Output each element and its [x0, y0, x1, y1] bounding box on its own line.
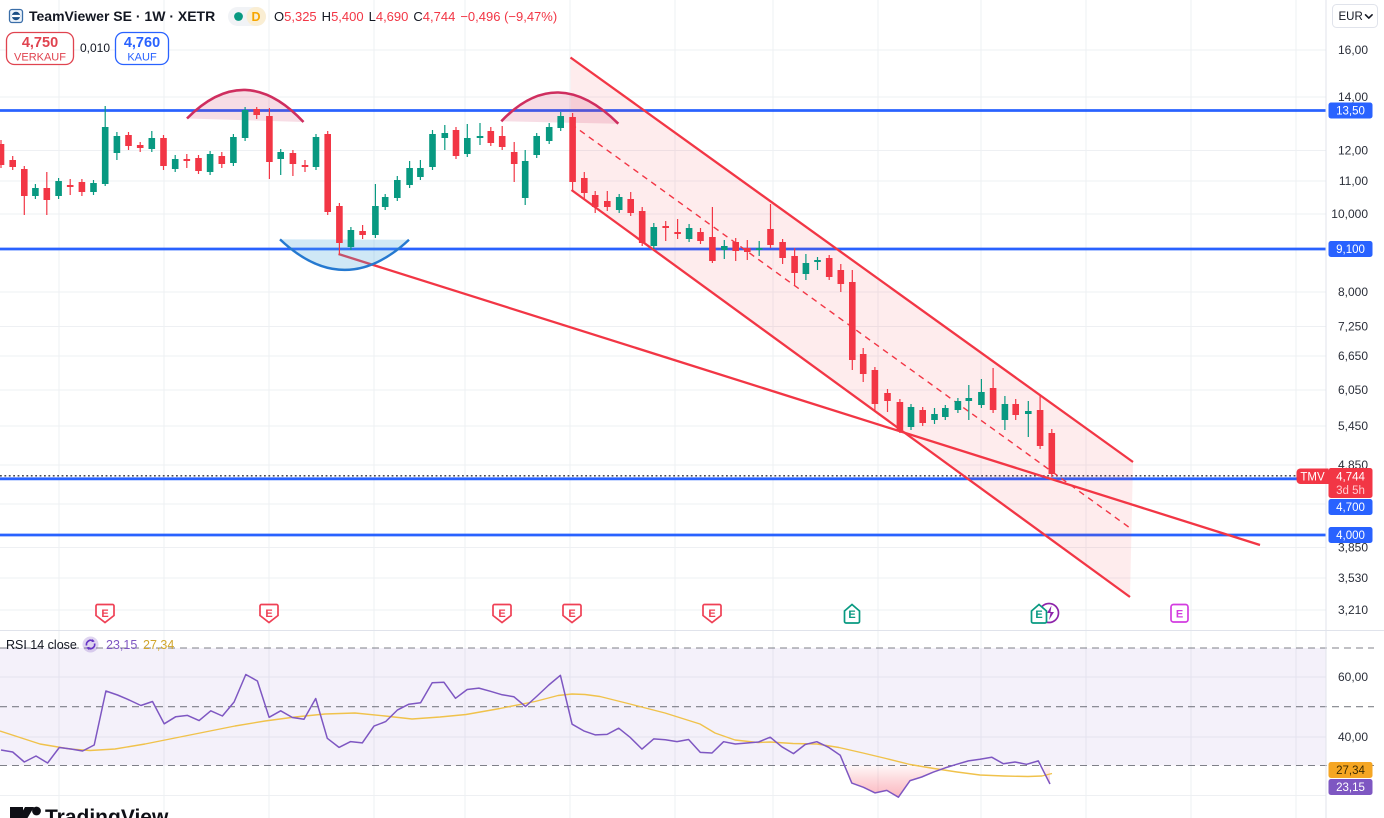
- svg-text:3,850: 3,850: [1338, 541, 1368, 555]
- svg-text:16,00: 16,00: [1338, 43, 1368, 57]
- svg-text:23,15: 23,15: [1336, 782, 1365, 794]
- svg-text:E: E: [101, 608, 108, 620]
- svg-text:TradingView: TradingView: [45, 806, 169, 818]
- svg-text:27,34: 27,34: [1336, 765, 1365, 777]
- svg-text:E: E: [708, 608, 715, 620]
- svg-text:KAUF: KAUF: [127, 52, 157, 64]
- svg-text:40,00: 40,00: [1338, 730, 1368, 744]
- svg-text:4,744: 4,744: [1336, 472, 1365, 484]
- svg-text:6,650: 6,650: [1338, 349, 1368, 363]
- svg-text:E: E: [848, 609, 855, 621]
- svg-text:10,000: 10,000: [1331, 207, 1368, 221]
- svg-text:0,010: 0,010: [80, 41, 110, 55]
- svg-text:60,00: 60,00: [1338, 670, 1368, 684]
- svg-text:6,050: 6,050: [1338, 383, 1368, 397]
- svg-text:11,00: 11,00: [1339, 174, 1368, 188]
- svg-text:RSI 14 close: RSI 14 close: [6, 638, 77, 652]
- svg-text:3d 5h: 3d 5h: [1336, 485, 1365, 497]
- svg-text:E: E: [498, 608, 505, 620]
- svg-text:4,750: 4,750: [22, 35, 58, 51]
- svg-text:7,250: 7,250: [1338, 320, 1368, 334]
- svg-text:14,00: 14,00: [1338, 90, 1368, 104]
- svg-text:23,15: 23,15: [106, 638, 137, 652]
- svg-text:D: D: [251, 10, 260, 24]
- svg-text:27,34: 27,34: [143, 638, 174, 652]
- svg-text:4,700: 4,700: [1336, 502, 1365, 514]
- svg-text:E: E: [1035, 609, 1042, 621]
- svg-text:5,450: 5,450: [1338, 419, 1368, 433]
- svg-text:E: E: [568, 608, 575, 620]
- svg-text:8,000: 8,000: [1338, 285, 1368, 299]
- svg-text:E: E: [1176, 609, 1183, 621]
- svg-text:TeamViewer SE · 1W · XETR: TeamViewer SE · 1W · XETR: [29, 8, 215, 24]
- svg-text:TMV: TMV: [1300, 472, 1325, 484]
- svg-text:9,100: 9,100: [1336, 244, 1365, 256]
- svg-text:13,50: 13,50: [1336, 106, 1365, 118]
- svg-text:3,530: 3,530: [1338, 571, 1368, 585]
- svg-text:EUR: EUR: [1339, 11, 1363, 23]
- svg-text:4,760: 4,760: [124, 35, 160, 51]
- svg-text:3,210: 3,210: [1338, 603, 1368, 617]
- svg-text:VERKAUF: VERKAUF: [14, 52, 66, 64]
- svg-text:4,000: 4,000: [1336, 530, 1365, 542]
- svg-text:E: E: [265, 608, 272, 620]
- svg-text:12,00: 12,00: [1338, 144, 1368, 158]
